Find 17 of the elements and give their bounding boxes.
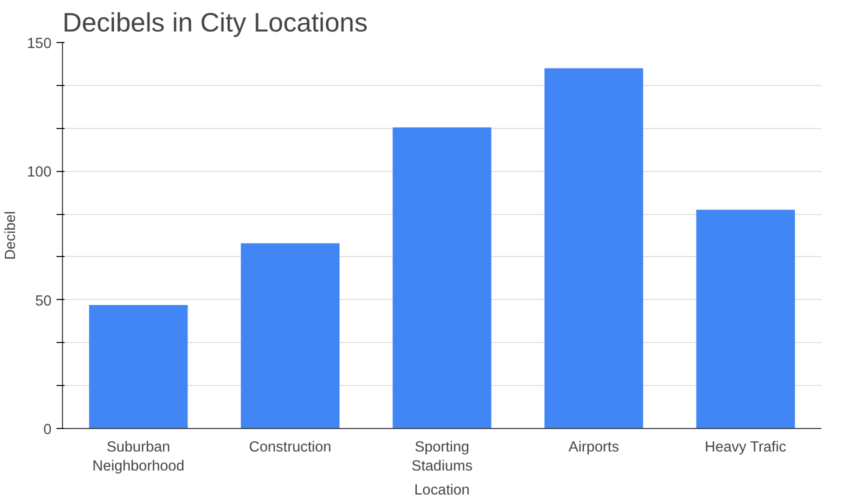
bar [544, 68, 644, 428]
y-tick-label: 100 [27, 164, 52, 181]
x-axis-title: Location [414, 482, 470, 499]
y-tick-label: 50 [35, 293, 52, 310]
x-tick-label: Construction [249, 440, 332, 456]
y-tick-label: 0 [43, 422, 52, 438]
y-tick-label: 150 [27, 36, 52, 52]
x-tick-label: Heavy Trafic [704, 440, 786, 456]
x-tick-label: Suburban Neighborhood [92, 440, 184, 475]
y-axis-title: Decibel [3, 211, 20, 260]
bar [696, 210, 795, 428]
x-tick-label: Airports [568, 440, 620, 456]
bar [89, 304, 188, 428]
bar [240, 243, 340, 428]
chart-title: Decibels in City Locations [62, 8, 368, 38]
x-tick-label: Sporting Stadiums [411, 440, 473, 475]
bar [392, 127, 492, 428]
